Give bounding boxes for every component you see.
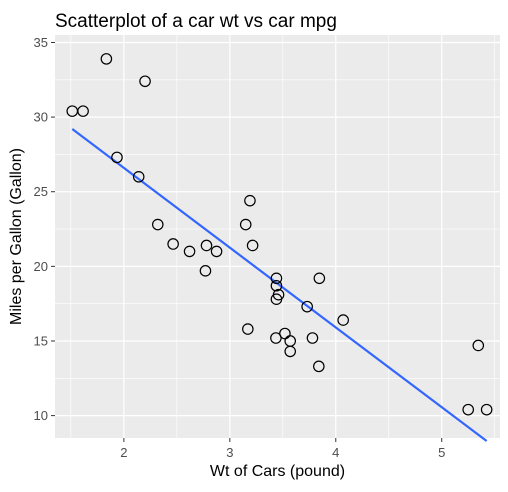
data-point [100,53,113,65]
data-point [132,170,145,183]
x-axis-title: Wt of Cars (pound) [210,463,345,480]
data-point [284,335,297,347]
y-tick-label: 20 [34,259,48,274]
data-point [183,245,196,258]
y-axis-title: Miles per Gallon (Gallon) [8,148,25,325]
data-point [246,239,259,252]
data-point [139,75,151,88]
data-points [66,53,493,416]
x-tick-label: 3 [226,445,233,460]
data-point [313,272,326,285]
data-point [111,151,123,164]
data-point [167,238,179,250]
data-point [306,332,319,344]
data-point [66,105,79,117]
y-tick-marks [51,41,55,417]
data-point [462,403,475,416]
data-point [270,279,283,292]
data-point [270,272,283,285]
x-tick-labels: 2 3 4 5 [120,445,445,460]
major-grid [55,35,500,438]
data-point [151,218,164,231]
minor-grid [55,35,500,438]
data-point [244,194,256,207]
y-tick-label: 25 [34,184,48,199]
data-point [313,360,325,373]
y-tick-label: 35 [34,35,48,50]
data-point [200,239,213,252]
y-tick-labels: 10 15 20 25 30 35 [34,35,48,423]
data-point [480,403,493,416]
data-point [210,245,223,258]
x-tick-label: 4 [332,445,339,460]
data-point [301,300,313,313]
chart-title: Scatterplot of a car wt vs car mpg [55,11,337,32]
data-point [242,323,254,335]
data-point [270,293,283,305]
x-tick-label: 2 [120,445,127,460]
y-tick-label: 10 [34,408,48,423]
x-tick-label: 5 [438,445,445,460]
data-point [270,332,282,344]
data-point [239,218,252,231]
y-tick-label: 30 [34,110,48,125]
plot-panel [55,35,500,438]
data-point [337,314,349,326]
data-point [472,339,485,352]
x-tick-marks [123,438,443,442]
y-tick-label: 15 [34,333,48,348]
data-point [199,265,212,277]
